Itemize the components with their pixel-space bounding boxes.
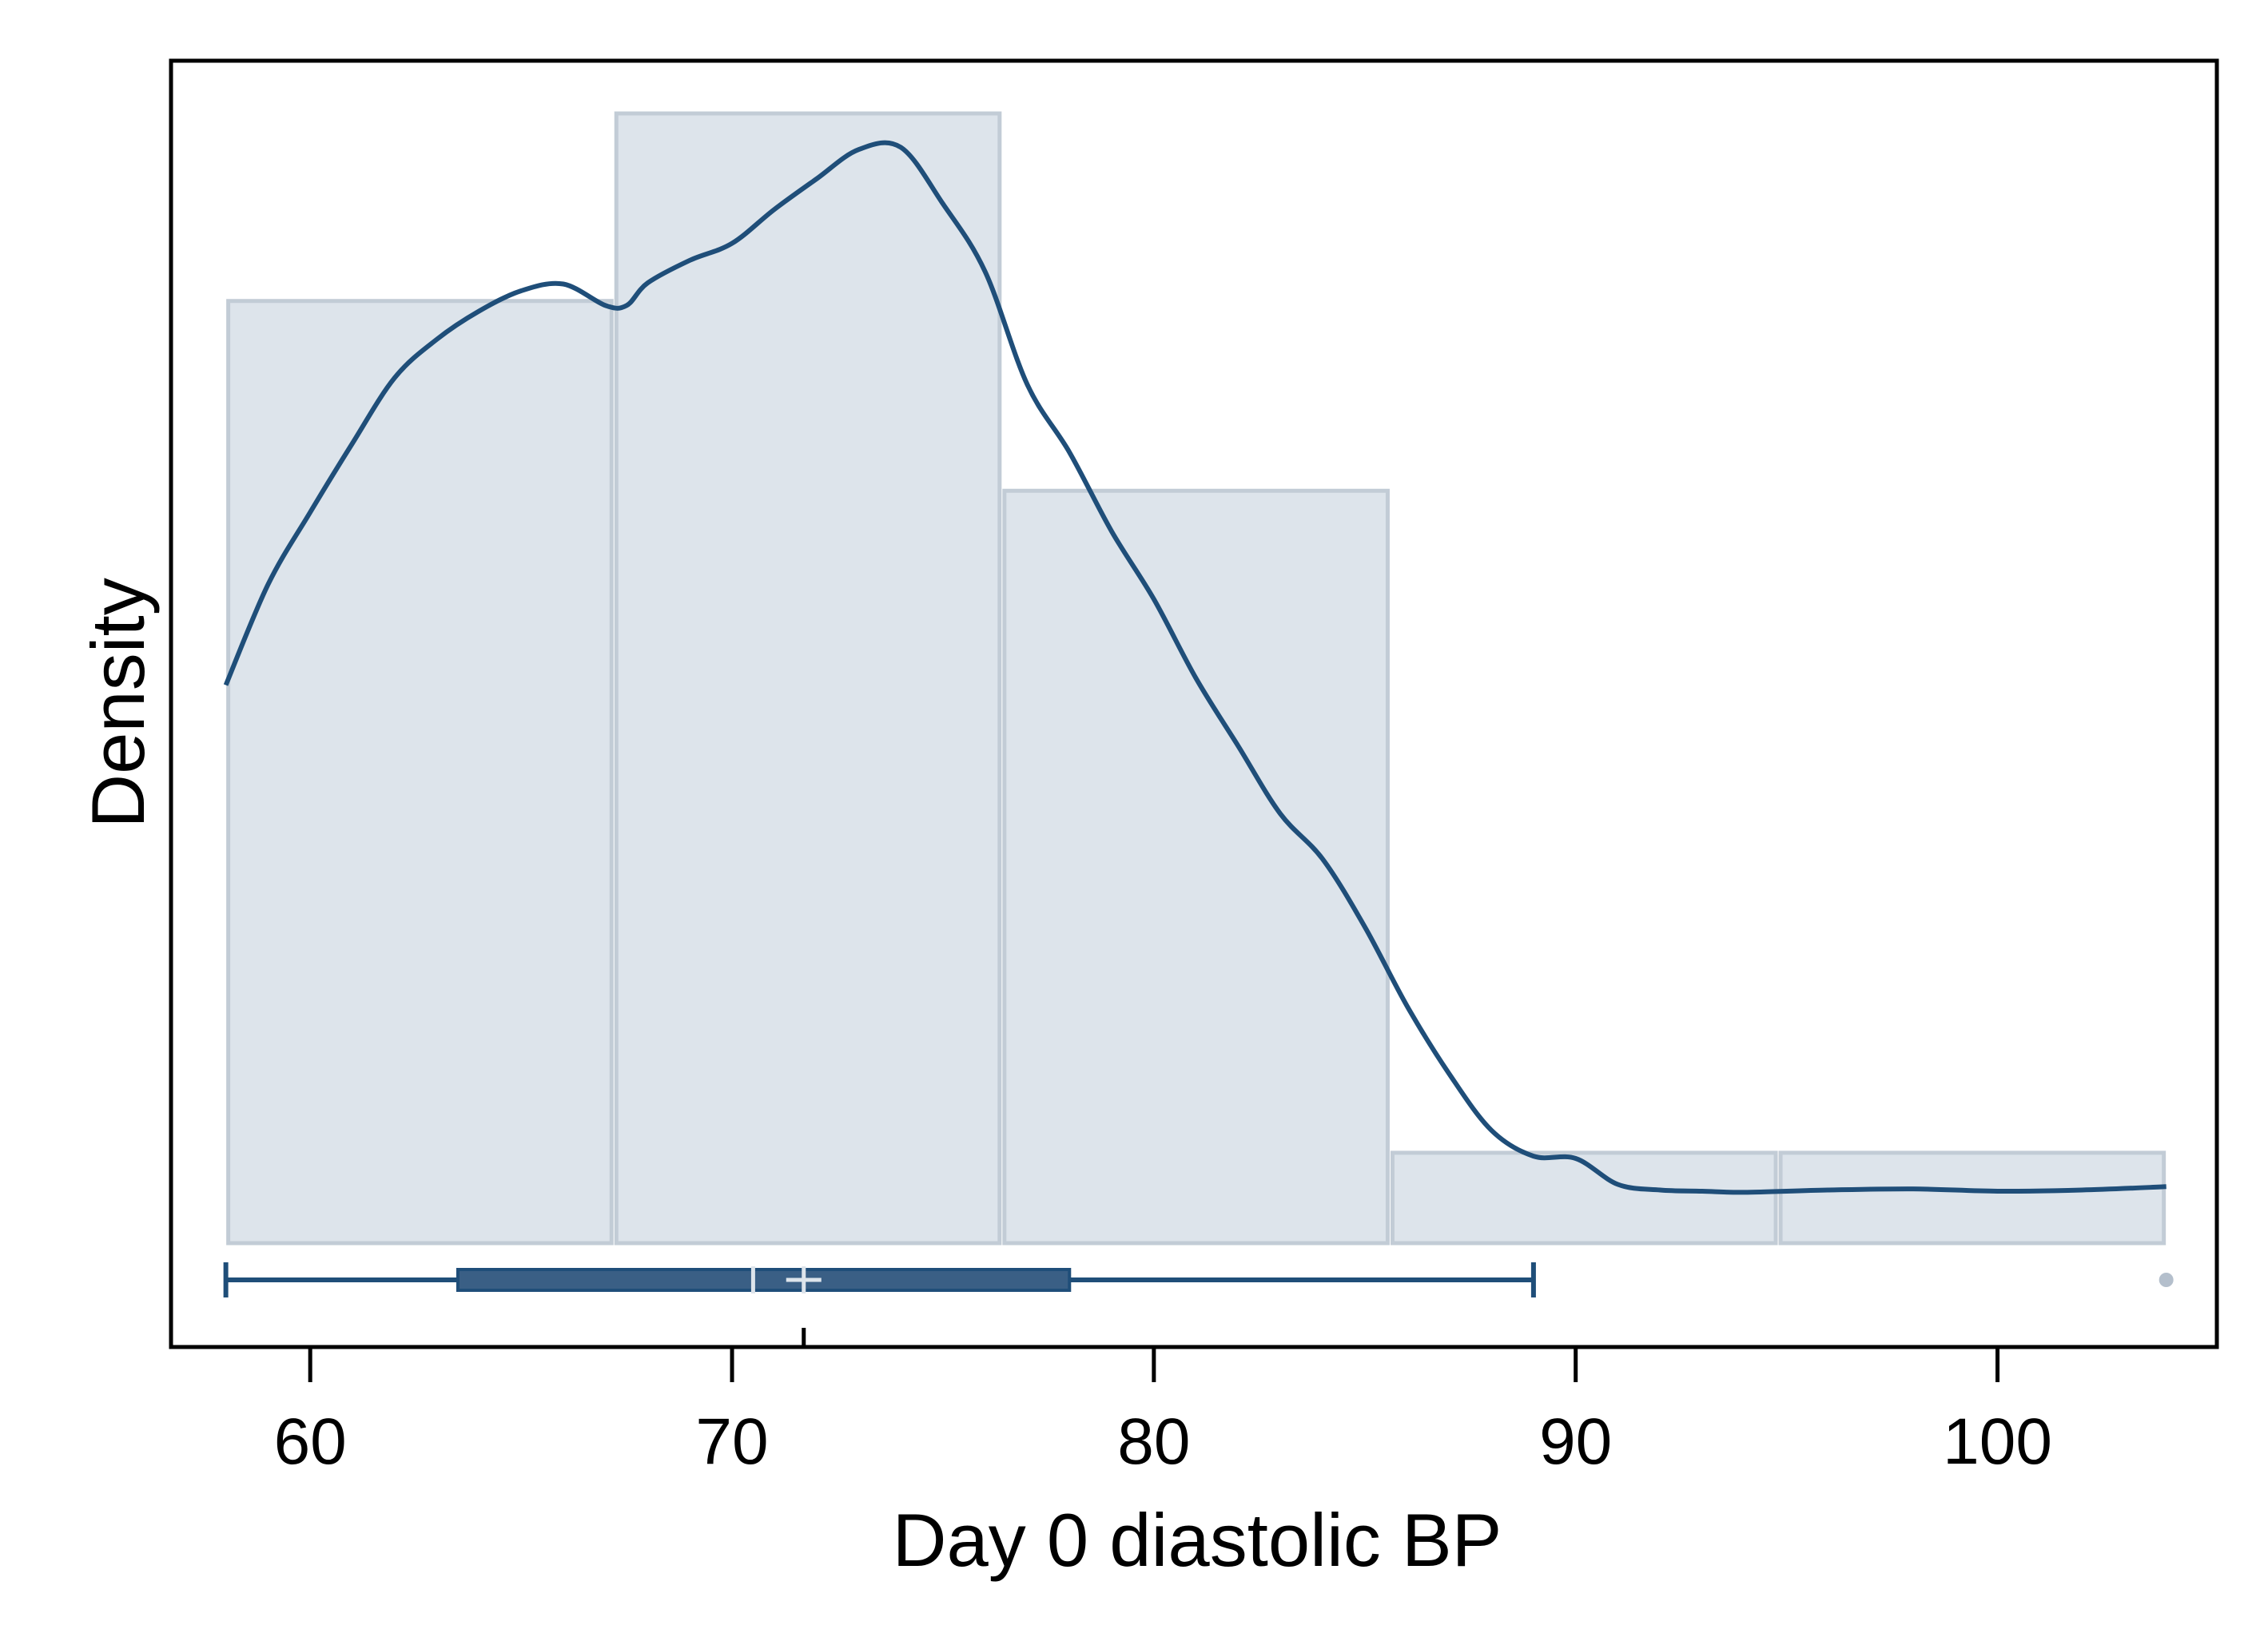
box-plot (223, 1262, 2174, 1297)
histogram-bars (226, 111, 2167, 1246)
y-axis-title: Density (76, 578, 160, 828)
interquartile-box (456, 1268, 1072, 1292)
x-tick-label: 60 (274, 1405, 347, 1478)
x-tick-label: 100 (1943, 1405, 2052, 1478)
histogram-bar (226, 299, 614, 1246)
histogram-bar (1002, 488, 1390, 1246)
x-tick-label: 90 (1539, 1405, 1612, 1478)
histogram-bar (1390, 1150, 1778, 1246)
outlier-point (2159, 1273, 2174, 1287)
histogram-bar (1778, 1150, 2167, 1246)
histogram-bar (614, 111, 1002, 1246)
density-curve-layer (223, 140, 2167, 1195)
x-tick-label: 70 (695, 1405, 768, 1478)
x-axis-title: Day 0 diastolic BP (893, 1498, 1502, 1582)
density-curve (223, 140, 2167, 1195)
x-tick-label: 80 (1117, 1405, 1190, 1478)
x-axis: 60 70 80 90 100 (274, 1328, 2052, 1478)
plot-frame (169, 58, 2219, 1349)
